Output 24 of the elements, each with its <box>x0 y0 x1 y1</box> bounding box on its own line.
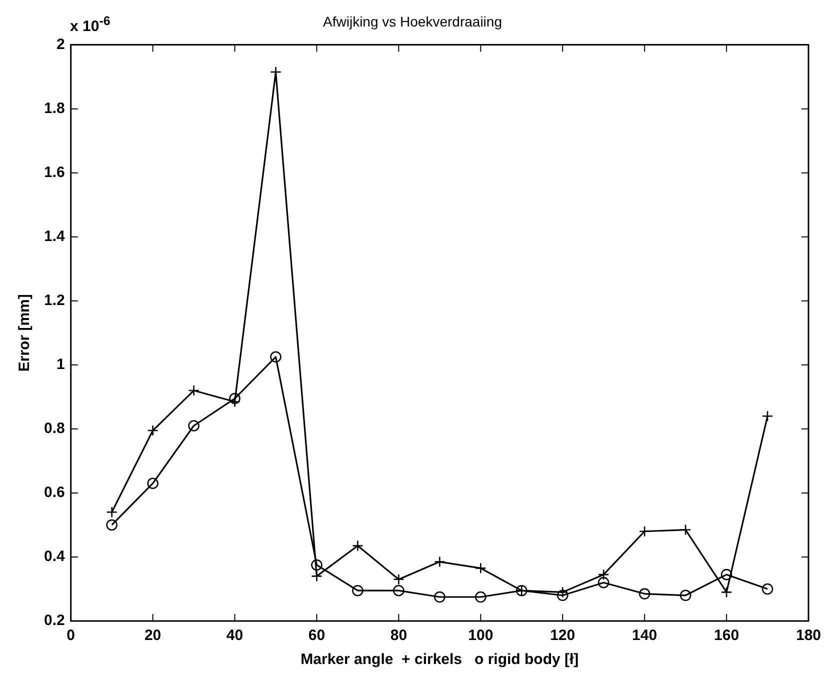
y-tick-label: 0.8 <box>44 420 65 438</box>
x-tick-label: 60 <box>308 627 326 644</box>
x-axis-title: Marker angle + cirkels o rigid body [ł] <box>300 651 579 668</box>
x-tick-label: 0 <box>66 627 76 644</box>
x-tick-label: 160 <box>714 627 740 644</box>
y-tick-label: 1.4 <box>44 228 66 246</box>
text: x 10$^{-6}$ <box>70 14 110 35</box>
x-tick-label: 180 <box>796 627 821 644</box>
y-tick-label: 1.6 <box>44 164 65 181</box>
chart-title: Afwijking vs Hoekverdraaiing <box>323 13 502 30</box>
x-tick-label: 80 <box>390 627 408 644</box>
y-tick-label: 2 <box>56 36 65 53</box>
x-tick-label: 100 <box>468 627 494 644</box>
y-tick-label: 0.6 <box>44 484 65 502</box>
y-tick-label: 1.2 <box>44 292 65 310</box>
x-tick-label: 140 <box>632 627 658 644</box>
y-tick-label: 0.4 <box>44 548 66 566</box>
y-tick-label: 1.8 <box>44 100 65 117</box>
y-axis-title: Error [mm] <box>16 294 34 372</box>
x-tick-label: 40 <box>226 627 244 644</box>
y-tick-label: 1 <box>56 356 65 374</box>
y-tick-label: 0.2 <box>44 612 65 630</box>
x-tick-label: 20 <box>144 627 162 644</box>
x-tick-label: 120 <box>550 627 576 644</box>
